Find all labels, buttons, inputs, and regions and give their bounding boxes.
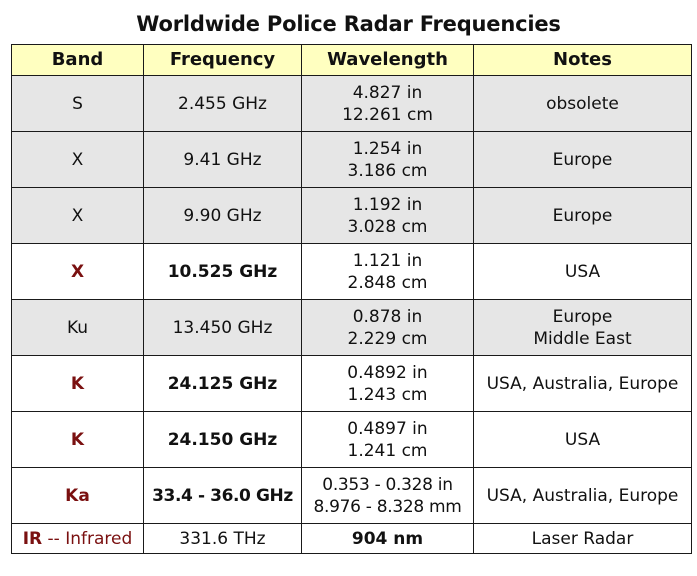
frequency-cell: 331.6 THz bbox=[143, 523, 302, 554]
frequency-cell: 24.150 GHz bbox=[143, 411, 302, 468]
table-row: K 24.125 GHz 0.4892 in 1.243 cm USA, Aus… bbox=[11, 355, 692, 412]
notes-text: Europe bbox=[552, 149, 613, 170]
table-row: X 9.41 GHz 1.254 in 3.186 cm Europe bbox=[11, 131, 692, 188]
band-cell: Ka bbox=[11, 467, 144, 524]
header-band: Band bbox=[11, 44, 144, 76]
notes-cell: obsolete bbox=[473, 75, 692, 132]
wavelength-cell: 0.4897 in 1.241 cm bbox=[301, 411, 474, 468]
wavelength-cell: 1.121 in 2.848 cm bbox=[301, 243, 474, 300]
wavelength-cell: 1.254 in 3.186 cm bbox=[301, 131, 474, 188]
band-cell: Ku bbox=[11, 299, 144, 356]
notes-cell: USA, Australia, Europe bbox=[473, 355, 692, 412]
notes-cell: USA bbox=[473, 243, 692, 300]
frequency-cell: 2.455 GHz bbox=[143, 75, 302, 132]
frequency-cell: 9.41 GHz bbox=[143, 131, 302, 188]
notes-cell: Europe bbox=[473, 187, 692, 244]
wavelength-metric: 2.229 cm bbox=[347, 328, 428, 349]
table-header-row: Band Frequency Wavelength Notes bbox=[11, 44, 692, 76]
table-row: S 2.455 GHz 4.827 in 12.261 cm obsolete bbox=[11, 75, 692, 132]
notes-text: USA bbox=[564, 261, 601, 282]
wavelength-cell: 0.878 in 2.229 cm bbox=[301, 299, 474, 356]
wavelength-inches: 0.878 in bbox=[352, 306, 423, 327]
notes-cell: Europe bbox=[473, 131, 692, 188]
table-row: X 10.525 GHz 1.121 in 2.848 cm USA bbox=[11, 243, 692, 300]
band-ir-label: IR bbox=[22, 528, 43, 549]
frequency-cell: 9.90 GHz bbox=[143, 187, 302, 244]
notes-text: Europe bbox=[552, 306, 613, 327]
page-title: Worldwide Police Radar Frequencies bbox=[136, 12, 561, 36]
wavelength-inches: 0.4897 in bbox=[347, 418, 428, 439]
header-wavelength: Wavelength bbox=[301, 44, 474, 76]
wavelength-inches: 1.192 in bbox=[352, 194, 423, 215]
table-row: K 24.150 GHz 0.4897 in 1.241 cm USA bbox=[11, 411, 692, 468]
notes-cell: Laser Radar bbox=[473, 523, 692, 554]
notes-text: USA, Australia, Europe bbox=[486, 485, 679, 506]
radar-frequency-table: Band Frequency Wavelength Notes S 2.455 … bbox=[11, 44, 692, 554]
wavelength-inches: 0.353 - 0.328 in bbox=[322, 474, 453, 495]
table-row: IR -- Infrared 331.6 THz 904 nm Laser Ra… bbox=[11, 523, 692, 554]
wavelength-inches: 4.827 in bbox=[352, 82, 423, 103]
notes-text: obsolete bbox=[546, 93, 619, 114]
notes-text-second-line: Middle East bbox=[533, 328, 632, 349]
wavelength-inches: 0.4892 in bbox=[347, 362, 428, 383]
notes-text: Europe bbox=[552, 205, 613, 226]
band-cell: X bbox=[11, 243, 144, 300]
notes-cell: Europe Middle East bbox=[473, 299, 692, 356]
band-cell: X bbox=[11, 131, 144, 188]
table-row: Ka 33.4 - 36.0 GHz 0.353 - 0.328 in 8.97… bbox=[11, 467, 692, 524]
notes-cell: USA, Australia, Europe bbox=[473, 467, 692, 524]
header-notes: Notes bbox=[473, 44, 692, 76]
wavelength-cell: 904 nm bbox=[301, 523, 474, 554]
band-cell: K bbox=[11, 355, 144, 412]
notes-text: USA bbox=[564, 429, 601, 450]
wavelength-inches: 1.121 in bbox=[352, 250, 423, 271]
band-ir-description: -- Infrared bbox=[42, 528, 133, 549]
notes-text: USA, Australia, Europe bbox=[486, 373, 679, 394]
table-row: Ku 13.450 GHz 0.878 in 2.229 cm Europe M… bbox=[11, 299, 692, 356]
wavelength-metric: 3.186 cm bbox=[347, 160, 428, 181]
wavelength-metric: 8.976 - 8.328 mm bbox=[313, 496, 462, 517]
wavelength-cell: 1.192 in 3.028 cm bbox=[301, 187, 474, 244]
wavelength-metric: 12.261 cm bbox=[342, 104, 433, 125]
frequency-cell: 13.450 GHz bbox=[143, 299, 302, 356]
table-row: X 9.90 GHz 1.192 in 3.028 cm Europe bbox=[11, 187, 692, 244]
band-cell: K bbox=[11, 411, 144, 468]
wavelength-cell: 0.4892 in 1.243 cm bbox=[301, 355, 474, 412]
wavelength-cell: 4.827 in 12.261 cm bbox=[301, 75, 474, 132]
wavelength-metric: 1.243 cm bbox=[347, 384, 428, 405]
header-frequency: Frequency bbox=[143, 44, 302, 76]
wavelength-cell: 0.353 - 0.328 in 8.976 - 8.328 mm bbox=[301, 467, 474, 524]
frequency-cell: 10.525 GHz bbox=[143, 243, 302, 300]
wavelength-inches: 1.254 in bbox=[352, 138, 423, 159]
frequency-cell: 33.4 - 36.0 GHz bbox=[143, 467, 302, 524]
wavelength-metric: 1.241 cm bbox=[347, 440, 428, 461]
wavelength-metric: 2.848 cm bbox=[347, 272, 428, 293]
frequency-cell: 24.125 GHz bbox=[143, 355, 302, 412]
band-cell: IR -- Infrared bbox=[11, 523, 144, 554]
notes-cell: USA bbox=[473, 411, 692, 468]
wavelength-metric: 3.028 cm bbox=[347, 216, 428, 237]
band-cell: X bbox=[11, 187, 144, 244]
band-cell: S bbox=[11, 75, 144, 132]
